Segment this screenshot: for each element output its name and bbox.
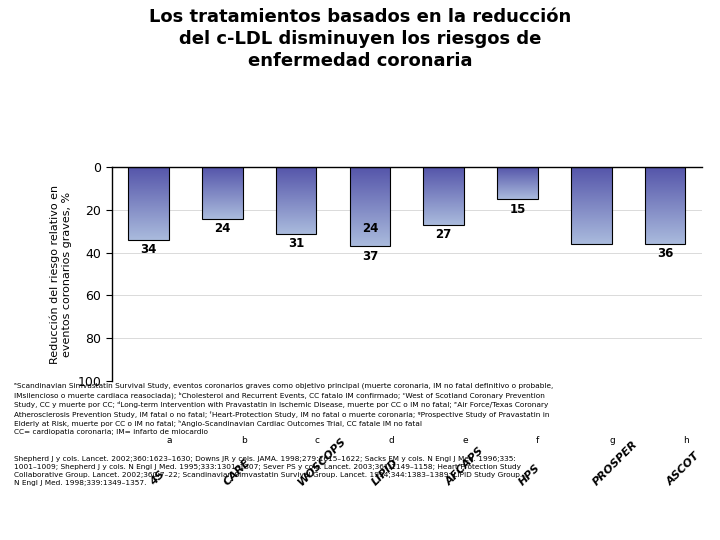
Text: 34: 34 bbox=[140, 243, 157, 256]
Text: 24: 24 bbox=[214, 222, 230, 235]
Text: ASCOT: ASCOT bbox=[665, 451, 702, 487]
Text: LIPID: LIPID bbox=[370, 457, 400, 487]
Bar bbox=[571, 167, 611, 244]
Text: d: d bbox=[388, 436, 394, 445]
Text: 36: 36 bbox=[657, 247, 673, 260]
Bar bbox=[423, 167, 464, 225]
Bar bbox=[128, 167, 168, 240]
Bar bbox=[202, 167, 243, 219]
Text: Shepherd J y cols. Lancet. 2002;360:1623–1630; Downs JR y cols. JAMA. 1998;279:1: Shepherd J y cols. Lancet. 2002;360:1623… bbox=[14, 456, 523, 487]
Text: 31: 31 bbox=[288, 237, 305, 249]
Text: 37: 37 bbox=[361, 249, 378, 262]
Text: a: a bbox=[167, 436, 173, 445]
Text: CARE: CARE bbox=[222, 457, 253, 487]
Text: PROSPER: PROSPER bbox=[591, 439, 640, 487]
Text: 27: 27 bbox=[436, 228, 452, 241]
Text: AFCAPS: AFCAPS bbox=[444, 446, 485, 487]
Text: 4S: 4S bbox=[148, 469, 167, 487]
Text: HPS: HPS bbox=[518, 462, 542, 487]
Text: h: h bbox=[683, 436, 689, 445]
Text: 24: 24 bbox=[361, 222, 378, 235]
Text: g: g bbox=[610, 436, 616, 445]
Bar bbox=[276, 167, 316, 233]
Text: b: b bbox=[240, 436, 246, 445]
Text: ᵃScandinavian Simvastatin Survival Study, eventos coronarios graves como objetiv: ᵃScandinavian Simvastatin Survival Study… bbox=[14, 382, 554, 435]
Text: f: f bbox=[536, 436, 539, 445]
Text: e: e bbox=[462, 436, 468, 445]
Text: WOSCOPS: WOSCOPS bbox=[296, 435, 348, 487]
Bar bbox=[645, 167, 685, 244]
Bar bbox=[498, 167, 538, 199]
Text: c: c bbox=[315, 436, 320, 445]
Text: Los tratamientos basados en la reducción
del c-LDL disminuyen los riesgos de
enf: Los tratamientos basados en la reducción… bbox=[149, 8, 571, 71]
Y-axis label: Reducción del riesgo relativo en
eventos coronarios graves, %: Reducción del riesgo relativo en eventos… bbox=[50, 185, 72, 363]
Bar bbox=[350, 167, 390, 246]
Text: 15: 15 bbox=[509, 202, 526, 215]
